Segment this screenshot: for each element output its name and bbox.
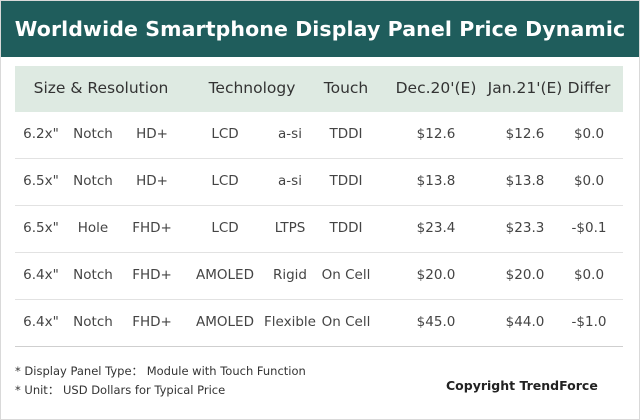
price-table: Size & Resolution Technology Touch Dec.2… [15, 66, 623, 350]
cell-form: Notch [73, 314, 113, 330]
cell-touch: On Cell [321, 267, 371, 283]
cell-dec-price: $23.4 [416, 220, 456, 236]
cell-technology: AMOLED [196, 267, 254, 283]
footnote-unit: * Unit： USD Dollars for Typical Price [15, 383, 226, 397]
cell-size: 6.5x" [23, 220, 59, 236]
table-row: 6.5x" Hole FHD+ LCD LTPS TDDI $23.4 $23.… [15, 206, 623, 253]
cell-resolution: HD+ [136, 173, 168, 189]
cell-touch: On Cell [321, 314, 371, 330]
cell-jan-price: $44.0 [505, 314, 545, 330]
cell-size: 6.4x" [23, 314, 59, 330]
cell-dec-price: $13.8 [416, 173, 456, 189]
header-technology: Technology [208, 79, 296, 97]
title-bar: Worldwide Smartphone Display Panel Price… [1, 1, 639, 57]
table-header: Size & Resolution Technology Touch Dec.2… [15, 66, 623, 112]
cell-resolution: FHD+ [132, 267, 172, 283]
cell-resolution: FHD+ [132, 220, 172, 236]
cell-form: Notch [73, 126, 113, 142]
header-size-resolution: Size & Resolution [33, 79, 169, 97]
cell-backplane: a-si [278, 173, 302, 189]
cell-backplane: a-si [278, 126, 302, 142]
cell-technology: AMOLED [196, 314, 254, 330]
cell-size: 6.4x" [23, 267, 59, 283]
cell-dec-price: $20.0 [416, 267, 456, 283]
header-differ: Differ [567, 79, 611, 97]
cell-differ: $0.0 [573, 126, 605, 142]
table-row: 6.4x" Notch FHD+ AMOLED Rigid On Cell $2… [15, 253, 623, 300]
table-row: 6.2x" Notch HD+ LCD a-si TDDI $12.6 $12.… [15, 112, 623, 159]
cell-size: 6.5x" [23, 173, 59, 189]
cell-differ: $0.0 [573, 173, 605, 189]
cell-form: Notch [73, 267, 113, 283]
copyright-text: Copyright TrendForce [446, 378, 598, 393]
cell-technology: LCD [211, 126, 239, 142]
cell-touch: TDDI [329, 173, 363, 189]
cell-touch: TDDI [329, 220, 363, 236]
cell-backplane: Flexible [264, 314, 316, 330]
cell-form: Notch [73, 173, 113, 189]
footnote-panel-type: * Display Panel Type： Module with Touch … [15, 364, 306, 378]
cell-dec-price: $12.6 [416, 126, 456, 142]
cell-jan-price: $13.8 [505, 173, 545, 189]
cell-dec-price: $45.0 [416, 314, 456, 330]
table-row: 6.4x" Notch FHD+ AMOLED Flexible On Cell… [15, 300, 623, 347]
cell-backplane: LTPS [274, 220, 306, 236]
header-dec: Dec.20'(E) [395, 79, 477, 97]
header-touch: Touch [323, 79, 369, 97]
cell-backplane: Rigid [272, 267, 308, 283]
cell-resolution: HD+ [136, 126, 168, 142]
footnotes: * Display Panel Type： Module with Touch … [15, 362, 306, 400]
cell-resolution: FHD+ [132, 314, 172, 330]
cell-differ: -$0.1 [571, 220, 607, 236]
header-jan: Jan.21'(E) [487, 79, 563, 97]
cell-differ: -$1.0 [571, 314, 607, 330]
page-title: Worldwide Smartphone Display Panel Price… [14, 17, 626, 41]
table-row: 6.5x" Notch HD+ LCD a-si TDDI $13.8 $13.… [15, 159, 623, 206]
cell-technology: LCD [211, 173, 239, 189]
cell-touch: TDDI [329, 126, 363, 142]
cell-form: Hole [77, 220, 109, 236]
cell-technology: LCD [211, 220, 239, 236]
cell-differ: $0.0 [573, 267, 605, 283]
cell-size: 6.2x" [23, 126, 59, 142]
cell-jan-price: $20.0 [505, 267, 545, 283]
cell-jan-price: $12.6 [505, 126, 545, 142]
cell-jan-price: $23.3 [505, 220, 545, 236]
